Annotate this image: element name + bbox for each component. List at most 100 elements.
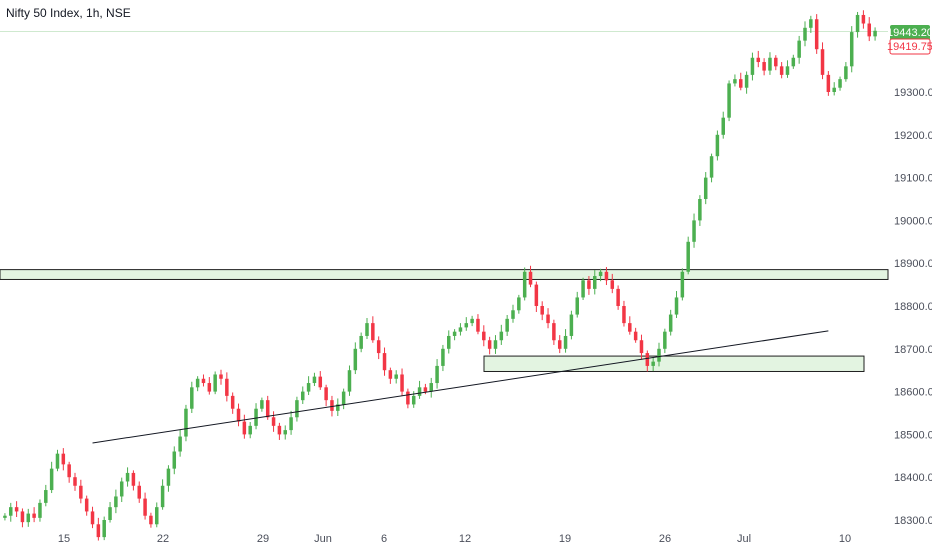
candle-body	[569, 314, 574, 336]
candle-body	[166, 468, 171, 486]
candle-body	[820, 49, 825, 75]
y-tick-label: 18400.00	[894, 472, 932, 484]
candle-body	[733, 79, 737, 84]
candle-body	[581, 280, 585, 298]
candle-body	[260, 400, 264, 409]
candle-body	[26, 513, 31, 523]
candle-body	[190, 387, 194, 409]
candle-body	[505, 318, 509, 332]
x-tick-label: 15	[58, 533, 70, 545]
candle-body	[809, 19, 813, 28]
candle-body	[663, 331, 667, 349]
candle-body	[493, 340, 498, 349]
candle-body	[429, 383, 433, 392]
zones-layer	[0, 269, 889, 372]
candle-body	[622, 306, 626, 324]
candle-body	[172, 451, 177, 469]
candle-body	[207, 383, 212, 392]
y-tick-label: 18600.00	[894, 387, 932, 399]
candle-body	[499, 331, 504, 341]
candle-body	[686, 241, 690, 272]
candle-body	[756, 57, 761, 63]
candle-body	[38, 502, 42, 518]
resistance-breakout-zone	[0, 269, 889, 280]
candle-body	[49, 468, 54, 491]
candle-body	[598, 271, 603, 277]
candle-body	[849, 32, 854, 67]
candle-body	[534, 284, 539, 306]
candle-body	[32, 513, 36, 518]
candle-body	[657, 348, 661, 362]
candle-body	[125, 472, 130, 482]
second-price-tag: 19419.75	[887, 41, 932, 53]
candle-body	[744, 74, 749, 88]
y-tick-label: 19200.00	[894, 130, 932, 142]
candle-body	[353, 348, 358, 371]
candle-body	[855, 14, 860, 33]
candle-body	[236, 408, 241, 422]
trendline-layer	[92, 330, 829, 444]
candle-body	[528, 271, 533, 285]
candle-body	[84, 498, 89, 512]
candle-body	[633, 331, 638, 341]
candle-body	[406, 391, 410, 405]
candle-body	[593, 276, 597, 289]
candle-body	[522, 271, 527, 298]
price-tags: 19443.20 19419.75	[887, 25, 932, 55]
candle-body	[803, 27, 807, 41]
candle-body	[727, 83, 731, 118]
candle-body	[289, 417, 293, 431]
candle-body	[814, 19, 819, 50]
candle-body	[213, 374, 217, 392]
trendline	[92, 330, 829, 444]
candle-body	[540, 306, 544, 315]
y-tick-label: 18800.00	[894, 301, 932, 313]
candle-body	[67, 464, 71, 478]
candle-body	[826, 74, 831, 92]
second-price-tag-bg	[889, 38, 931, 55]
candle-body	[464, 323, 469, 328]
candle-body	[476, 318, 480, 332]
candle-body	[452, 331, 457, 336]
candle-body	[242, 421, 247, 435]
candle-body	[447, 335, 451, 349]
candle-body	[388, 370, 393, 379]
candle-body	[873, 30, 877, 37]
candle-body	[160, 485, 165, 508]
x-tick-label: 10	[839, 533, 851, 545]
candle-body	[709, 156, 714, 178]
x-tick-label: Jun	[314, 533, 332, 545]
candle-body	[645, 353, 650, 366]
candle-body	[382, 353, 387, 371]
candle-body	[692, 220, 696, 242]
candle-body	[587, 280, 591, 289]
x-tick-label: Jul	[737, 533, 751, 545]
candle-body	[557, 340, 562, 349]
candle-body	[225, 378, 229, 396]
candle-body	[674, 297, 679, 315]
candle-body	[563, 335, 568, 349]
candle-body	[295, 400, 299, 418]
candle-body	[394, 374, 398, 379]
candle-body	[376, 340, 381, 354]
candle-body	[517, 297, 521, 311]
candle-body	[131, 472, 136, 486]
candle-body	[359, 335, 363, 349]
candle-body	[861, 14, 866, 24]
candle-body	[248, 425, 252, 435]
candle-body	[844, 66, 848, 80]
candle-body	[330, 400, 334, 411]
x-tick-label: 6	[381, 533, 387, 545]
candle-body	[774, 57, 778, 67]
candle-body	[762, 62, 766, 71]
x-axis: 15 22 29 Jun 6 12 19 26 Jul 10	[58, 533, 851, 545]
candle-body	[668, 314, 673, 332]
y-tick-label: 18300.00	[894, 515, 932, 527]
candle-body	[201, 378, 206, 384]
candle-body	[482, 331, 486, 341]
candle-body	[137, 485, 141, 499]
candle-body	[698, 199, 702, 221]
x-tick-label: 29	[257, 533, 269, 545]
y-tick-label: 18500.00	[894, 429, 932, 441]
